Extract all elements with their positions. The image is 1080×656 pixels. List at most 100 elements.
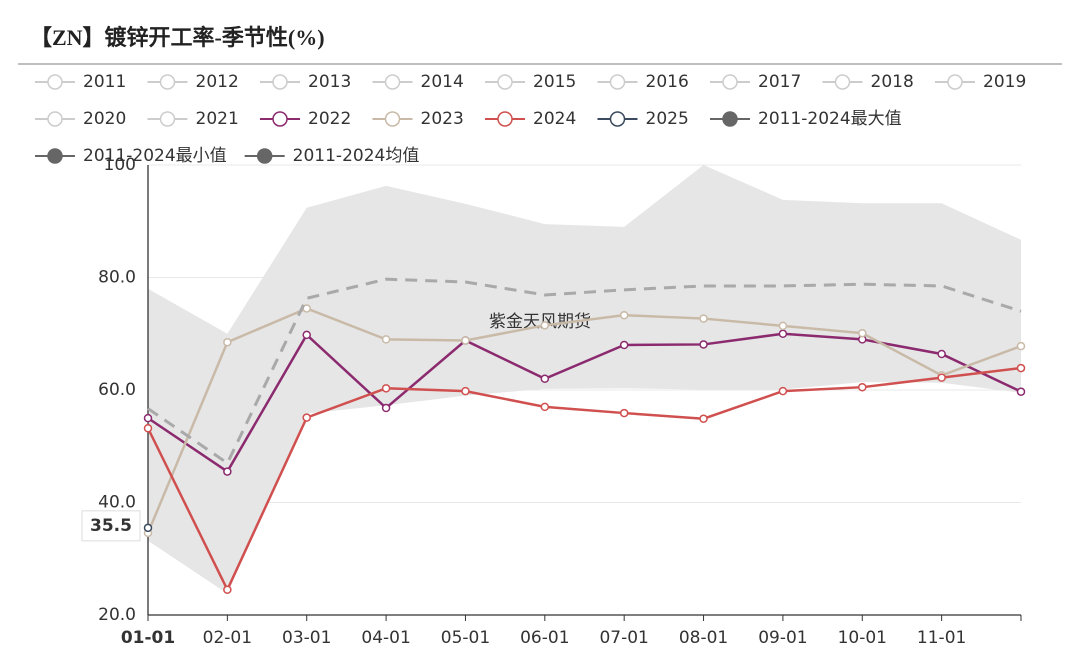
legend-item: 2012 [147,72,239,92]
x-tick-label: 09-01 [758,628,807,648]
point [143,523,153,533]
point [223,467,232,476]
legend-symbol [159,74,176,90]
y-tick-label: 100 [104,155,136,175]
x-tick-label: 03-01 [282,628,331,648]
point [778,321,788,331]
legend-label: 2023 [421,109,464,129]
legend-symbol [272,74,288,90]
point [937,349,946,359]
legend-symbol [497,74,513,90]
legend-label: 2021 [196,109,239,129]
legend-label: 2011-2024最小值 [83,146,227,166]
point [778,329,788,338]
x-tick-label: 07-01 [599,628,648,648]
point [619,408,629,418]
legend-label: 2012 [196,72,239,92]
point [302,330,311,340]
legend-label: 2020 [83,109,126,129]
legend-symbol [497,111,513,127]
range-band [148,165,1021,594]
point [858,328,867,338]
legend-item: 2011-2024最小值 [35,146,227,166]
point [540,374,550,383]
legend-symbol [609,111,626,127]
x-tick-label: 11-01 [917,628,966,648]
point [381,335,391,344]
point [143,413,153,423]
legend-item: 2018 [822,72,914,92]
legend-label: 2022 [308,109,351,129]
pointer-label-box [81,510,141,542]
legend-label: 2014 [421,72,464,92]
legend-label: 2024 [533,109,576,129]
point [699,340,708,349]
x-tick-label: 01-01 [121,628,175,648]
point [302,413,311,422]
legend-symbol [722,74,738,90]
point [1016,387,1026,396]
point [1016,363,1026,373]
legend-label: 2017 [758,72,801,92]
y-tick-label: 80.0 [98,268,136,288]
legend-symbol [722,111,738,127]
legend-symbol [272,111,288,127]
legend-item: 2019 [935,72,1026,92]
legend-label: 2011-2024最大值 [758,109,902,129]
legend-label: 2011 [83,72,126,92]
point [381,403,391,413]
legend-label: 2025 [646,109,689,129]
x-tick-label: 10-01 [838,628,887,648]
point [937,373,946,382]
point [540,402,550,412]
point [619,310,629,320]
legend-item: 2014 [372,72,464,92]
legend-symbol [47,148,63,164]
x-tick-label: 05-01 [441,628,490,648]
legend-symbol [947,74,963,90]
legend-symbol [256,148,273,164]
legend-symbol [834,74,851,90]
legend-symbol [384,111,401,127]
legend-symbol [384,74,401,90]
point [223,585,232,594]
legend-item: 2011-2024最大值 [710,109,902,129]
legend-item: 2022 [260,109,351,129]
point [699,314,708,323]
point [223,337,232,347]
legend-symbol [609,74,626,90]
x-tick-label: 06-01 [520,628,569,648]
chart-title: 【ZN】镀锌开工率-季节性(%) [30,25,325,50]
point [540,321,550,330]
watermark: 紫金天风期货 [489,312,591,332]
point [143,424,153,433]
legend-item: 2013 [260,72,351,92]
legend-label: 2016 [646,72,689,92]
y-tick-label: 60.0 [98,380,136,400]
average-line [147,277,1022,466]
y-tick-label: 40.0 [98,493,136,513]
legend-item: 2016 [597,72,689,92]
point [699,414,708,423]
legend-item: 2025 [597,109,689,129]
series-line [146,366,1022,593]
point [1016,341,1026,351]
legend-item: 2011-2024均值 [244,146,420,166]
legend-item: 2024 [485,109,576,129]
series-line [146,307,1022,534]
legend-symbol [47,74,63,90]
point [381,384,391,393]
legend-label: 2015 [533,72,576,92]
legend-label: 2013 [308,72,351,92]
series-line [147,332,1022,474]
legend-symbol [47,111,63,127]
legend-label: 2011-2024均值 [293,146,420,166]
legend-symbol [159,111,176,127]
pointer-label: 35.5 [90,516,132,536]
legend-item: 2015 [485,72,576,92]
legend-label: 2019 [983,72,1026,92]
legend-item: 2023 [372,109,464,129]
point [461,336,470,345]
legend-label: 2018 [871,72,914,92]
